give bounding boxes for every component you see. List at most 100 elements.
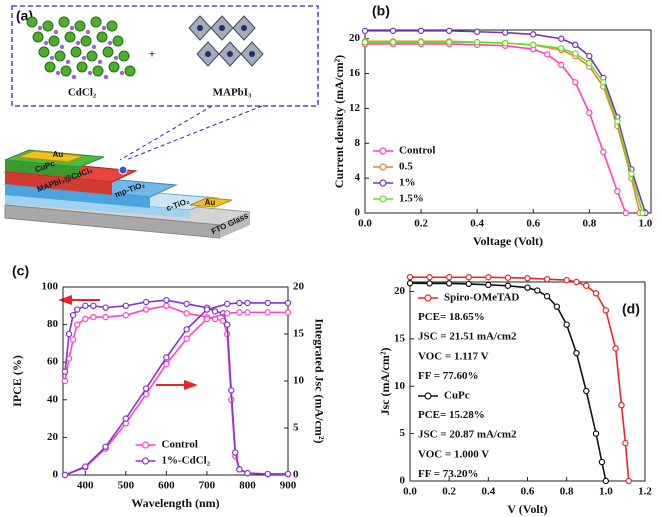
point-marker (389, 27, 397, 35)
point-marker (586, 109, 593, 116)
atom (60, 65, 72, 77)
mptio2-front (5, 184, 150, 208)
x-axis-label: Voltage (Volt) (473, 234, 543, 248)
atom (241, 25, 247, 31)
legend-label: Control (399, 145, 435, 157)
point-marker (61, 471, 69, 479)
point-marker (163, 302, 170, 309)
y-tick-label: 0 (53, 469, 59, 481)
panel-label: (b) (372, 3, 390, 19)
point-marker (600, 148, 607, 156)
atom (113, 55, 119, 61)
point-marker (426, 280, 433, 287)
point-marker (426, 274, 433, 281)
legend-label: 1% (399, 177, 416, 189)
point-marker (203, 306, 211, 313)
crystal-art (26, 15, 264, 80)
x-tick-label: 900 (280, 480, 297, 492)
legend-swatch (379, 195, 387, 203)
x-tick-label: 0.0 (403, 486, 417, 498)
atom (37, 25, 43, 31)
legend-stat: JSC = 20.87 mA/cm2 (418, 429, 517, 441)
atom (92, 65, 104, 77)
point-marker (586, 52, 593, 60)
point-marker (223, 310, 231, 317)
legend-stat: JSC = 21.51 mA/cm2 (418, 331, 517, 343)
point-marker (602, 477, 610, 485)
point-marker (264, 309, 271, 316)
point-marker (612, 345, 619, 352)
point-marker (465, 280, 472, 288)
point-marker (73, 321, 81, 328)
point-marker (122, 312, 130, 319)
point-marker (244, 309, 251, 316)
legend-stat: FF = 73.20% (418, 468, 479, 480)
atom (107, 40, 113, 46)
perovskite-front (5, 172, 112, 195)
y2-tick-label: 20 (293, 281, 305, 293)
series-line (365, 30, 647, 214)
point-marker (501, 39, 509, 47)
legend-stat: VOC = 1.117 V (418, 350, 489, 362)
point-marker (361, 27, 369, 35)
arrow-left (58, 295, 72, 305)
point-marker (163, 296, 170, 304)
point-marker (445, 280, 453, 287)
atom (97, 59, 103, 65)
legend-label: CuPc (444, 390, 470, 402)
x-tick-label: 0.4 (481, 486, 495, 498)
point-marker (284, 299, 292, 307)
atom (32, 31, 44, 43)
series-line (365, 41, 644, 214)
point-marker (183, 326, 190, 333)
y2-tick-label: 10 (293, 375, 305, 387)
atom (90, 16, 102, 28)
point-marker (244, 469, 251, 477)
point-marker (264, 470, 271, 478)
point-marker (183, 300, 190, 308)
panel-a: (a) + CdCl₂ MAPbI₃ Au CuPc MAPbI₃@CdCl₂ … (3, 5, 319, 239)
point-marker (625, 477, 632, 485)
y-tick-label: 20 (394, 285, 406, 297)
point-marker (61, 377, 69, 385)
point-marker (544, 51, 551, 58)
point-marker (163, 354, 170, 361)
point-marker (628, 170, 635, 177)
point-marker (618, 401, 625, 409)
point-marker (142, 298, 150, 306)
x-tick-label: 500 (118, 480, 135, 492)
atom (103, 74, 109, 80)
point-marker (284, 470, 292, 478)
point-marker (602, 307, 610, 314)
legend-swatch (141, 457, 150, 465)
series-line (64, 311, 288, 476)
point-marker (244, 299, 251, 307)
point-marker (445, 274, 453, 281)
legend-swatch (379, 147, 387, 155)
point-marker (465, 274, 472, 281)
x-axis-label: Wavelength (nm) (131, 496, 219, 510)
point-marker (598, 458, 606, 466)
x-tick-label: 0.2 (442, 486, 456, 498)
x-tick-label: 700 (199, 480, 216, 492)
atom (71, 74, 77, 80)
atom (102, 46, 114, 58)
legend-swatch (424, 294, 432, 302)
atom (219, 25, 225, 31)
x-tick-label: 0.8 (582, 218, 596, 230)
point-marker (572, 79, 579, 86)
point-marker (406, 273, 414, 281)
point-marker (558, 45, 565, 52)
point-marker (622, 439, 629, 447)
legend-label: Spiro-OMeTAD (444, 292, 519, 304)
y2-axis-label: Integrated Jsc (mA/cm²) (312, 319, 326, 444)
point-marker (69, 336, 77, 343)
crystal-label: MAPbI₃ (213, 87, 252, 99)
legend-label: Control (162, 439, 198, 451)
atom (43, 40, 49, 46)
x-tick-label: 1.0 (639, 218, 653, 230)
legend-stat: FF = 77.60% (418, 370, 479, 382)
point-marker (122, 415, 130, 422)
panel-label: (c) (12, 263, 29, 279)
